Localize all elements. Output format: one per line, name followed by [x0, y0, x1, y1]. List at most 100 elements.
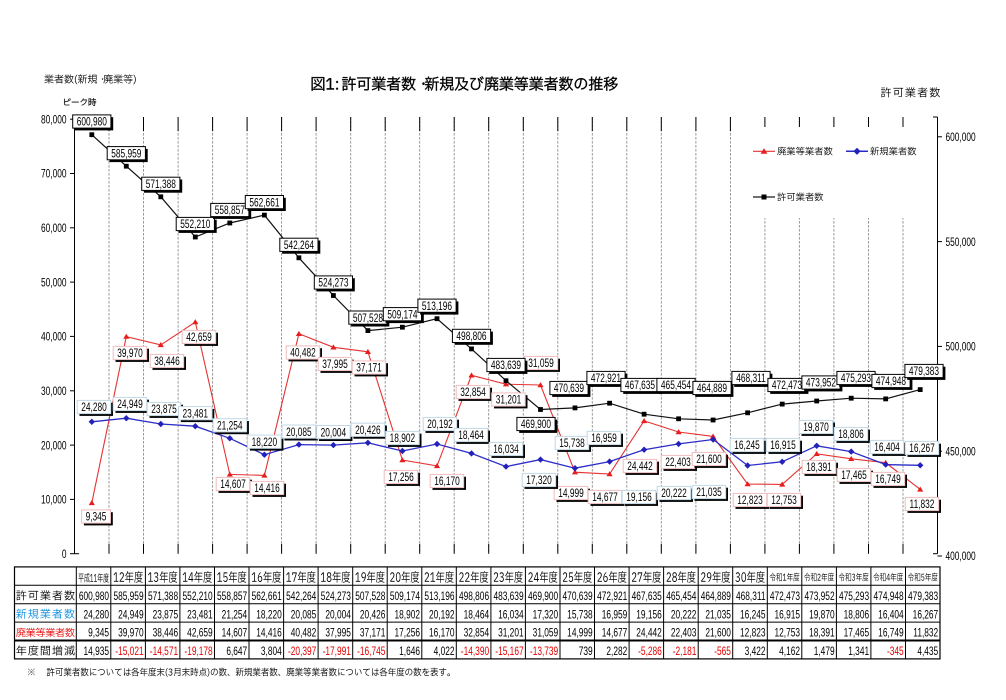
svg-text:21,600: 21,600 [705, 628, 731, 641]
svg-text:16,959: 16,959 [591, 433, 617, 446]
svg-text:571,388: 571,388 [146, 179, 176, 192]
svg-text:12,823: 12,823 [740, 628, 766, 641]
svg-text:-565: -565 [714, 646, 731, 659]
svg-text:14,607: 14,607 [222, 628, 248, 641]
svg-text:20,192: 20,192 [427, 419, 453, 432]
svg-text:12,753: 12,753 [771, 495, 797, 508]
svg-text:483,639: 483,639 [491, 360, 521, 373]
svg-text:14,677: 14,677 [602, 628, 628, 641]
svg-text:17,320: 17,320 [526, 475, 552, 488]
svg-text:19,870: 19,870 [809, 609, 835, 622]
svg-text:470,639: 470,639 [554, 383, 584, 396]
svg-text:474,948: 474,948 [876, 376, 906, 389]
svg-text:464,889: 464,889 [697, 383, 727, 396]
svg-text:1,479: 1,479 [814, 646, 835, 659]
svg-text:32,854: 32,854 [460, 387, 486, 400]
svg-text:14,677: 14,677 [592, 492, 618, 505]
svg-text:18,806: 18,806 [838, 429, 864, 442]
svg-text:483,639: 483,639 [493, 591, 523, 604]
svg-text:17,465: 17,465 [841, 470, 867, 483]
svg-text:9,345: 9,345 [88, 628, 109, 641]
svg-text:20,085: 20,085 [286, 427, 312, 440]
svg-text:37,171: 37,171 [356, 363, 382, 376]
svg-text:16,915: 16,915 [770, 440, 796, 453]
svg-text:17,256: 17,256 [388, 472, 414, 485]
svg-text:19,870: 19,870 [803, 422, 829, 435]
svg-text:-14,390: -14,390 [461, 646, 490, 659]
svg-text:-15,167: -15,167 [495, 646, 524, 659]
svg-text:465,454: 465,454 [666, 591, 696, 604]
svg-text:513,196: 513,196 [424, 591, 454, 604]
svg-text:600,000: 600,000 [946, 132, 976, 145]
svg-text:16,749: 16,749 [878, 628, 904, 641]
svg-text:50,000: 50,000 [41, 277, 67, 290]
svg-text:21,035: 21,035 [705, 609, 731, 622]
svg-text:475,293: 475,293 [839, 591, 869, 604]
svg-text:42,659: 42,659 [186, 332, 212, 345]
svg-text:498,806: 498,806 [456, 331, 486, 344]
svg-text:32,854: 32,854 [464, 628, 490, 641]
svg-text:16,245: 16,245 [734, 440, 760, 453]
svg-text:465,454: 465,454 [661, 380, 691, 393]
svg-text:552,210: 552,210 [180, 219, 210, 232]
svg-text:40,000: 40,000 [41, 331, 67, 344]
svg-text:31,059: 31,059 [533, 628, 559, 641]
svg-text:24,949: 24,949 [118, 609, 144, 622]
svg-text:11,832: 11,832 [913, 628, 938, 641]
svg-text:-17,991: -17,991 [323, 646, 352, 659]
svg-text:472,473: 472,473 [770, 591, 800, 604]
svg-text:30,000: 30,000 [41, 386, 67, 399]
svg-text:14,999: 14,999 [558, 488, 584, 501]
svg-text:400,000: 400,000 [946, 551, 976, 564]
svg-text:14,416: 14,416 [256, 628, 282, 641]
svg-text:18,464: 18,464 [458, 430, 484, 443]
svg-text:21,600: 21,600 [696, 454, 722, 467]
svg-text:21,254: 21,254 [217, 420, 243, 433]
svg-text:19,156: 19,156 [626, 492, 652, 505]
svg-text:16,170: 16,170 [434, 476, 460, 489]
svg-text:472,473: 472,473 [772, 380, 802, 393]
svg-text:24,280: 24,280 [81, 402, 107, 415]
svg-text:524,273: 524,273 [321, 591, 351, 604]
svg-text:739: 739 [579, 646, 593, 659]
svg-text:558,857: 558,857 [215, 205, 245, 218]
svg-text:60,000: 60,000 [41, 223, 67, 236]
svg-text:24,280: 24,280 [83, 609, 109, 622]
svg-text:600,980: 600,980 [79, 591, 109, 604]
svg-text:18,391: 18,391 [806, 462, 832, 475]
svg-text:0: 0 [62, 549, 67, 562]
svg-text:479,383: 479,383 [908, 591, 938, 604]
svg-text:9,345: 9,345 [86, 512, 107, 525]
svg-text:-2,181: -2,181 [673, 646, 697, 659]
svg-text:473,952: 473,952 [806, 378, 836, 391]
svg-text:16,749: 16,749 [875, 474, 901, 487]
svg-text:550,000: 550,000 [946, 237, 976, 250]
svg-text:18,464: 18,464 [464, 609, 490, 622]
svg-text:558,857: 558,857 [217, 591, 247, 604]
svg-text:14,416: 14,416 [254, 483, 280, 496]
svg-text:16,034: 16,034 [493, 444, 519, 457]
svg-text:562,661: 562,661 [249, 197, 279, 210]
svg-text:31,201: 31,201 [498, 628, 524, 641]
svg-text:16,404: 16,404 [874, 442, 900, 455]
svg-text:-20,397: -20,397 [288, 646, 317, 659]
svg-text:469,900: 469,900 [521, 419, 551, 432]
svg-text:585,959: 585,959 [113, 591, 143, 604]
svg-text:20,004: 20,004 [321, 427, 347, 440]
svg-text:12,753: 12,753 [774, 628, 800, 641]
svg-text:-19,178: -19,178 [184, 646, 213, 659]
svg-text:3,804: 3,804 [261, 646, 282, 659]
svg-text:450,000: 450,000 [946, 446, 976, 459]
svg-text:39,970: 39,970 [118, 628, 144, 641]
svg-text:24,949: 24,949 [117, 399, 143, 412]
svg-text:472,921: 472,921 [597, 591, 627, 604]
svg-text:20,426: 20,426 [360, 609, 386, 622]
svg-text:16,170: 16,170 [429, 628, 455, 641]
svg-text:80,000: 80,000 [41, 114, 67, 127]
svg-text:20,004: 20,004 [325, 609, 351, 622]
svg-text:6,647: 6,647 [226, 646, 247, 659]
svg-text:509,174: 509,174 [390, 591, 420, 604]
svg-text:31,201: 31,201 [496, 395, 522, 408]
svg-text:16,034: 16,034 [498, 609, 524, 622]
svg-text:4,022: 4,022 [434, 646, 455, 659]
